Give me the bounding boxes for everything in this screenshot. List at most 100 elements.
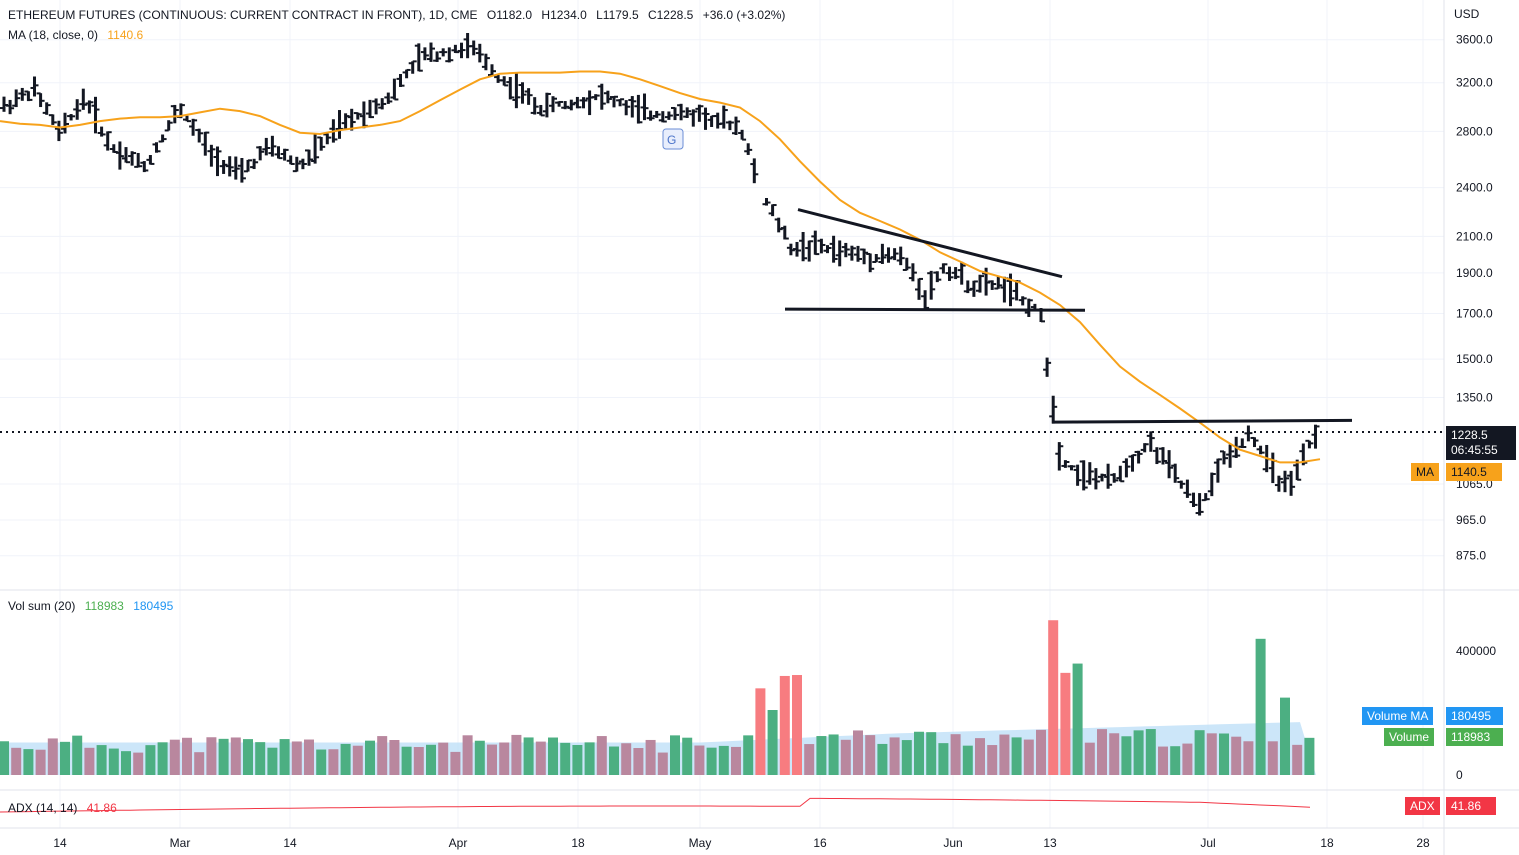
- price-bar: [799, 232, 808, 262]
- volume-legend[interactable]: Vol sum (20) 118983 180495: [8, 599, 179, 613]
- volume-bar: [438, 742, 449, 775]
- adx-tag-value: 41.86: [1446, 797, 1496, 815]
- price-bar: [36, 92, 45, 108]
- price-bar: [231, 156, 240, 180]
- price-bar: [305, 149, 313, 166]
- price-tick-label: 1900.0: [1456, 266, 1493, 280]
- price-bar: [1024, 298, 1033, 317]
- change-value: +36.0 (+3.02%): [702, 8, 786, 22]
- price-bars: [0, 32, 1320, 516]
- adx-tag-label: ADX: [1405, 797, 1440, 815]
- price-bar: [597, 83, 606, 110]
- price-bar: [908, 263, 917, 282]
- price-bar: [1281, 470, 1289, 493]
- ma-tag-value: 1140.5: [1446, 463, 1502, 481]
- price-tag-countdown: 06:45:55: [1451, 443, 1498, 457]
- trendline[interactable]: [1051, 418, 1353, 424]
- price-bar: [884, 247, 893, 263]
- volume-bar: [1292, 744, 1303, 775]
- price-bar: [152, 142, 161, 153]
- price-bar: [67, 114, 76, 121]
- volume-bar: [157, 742, 168, 775]
- ma-tag-label: MA: [1411, 463, 1439, 481]
- price-bar: [860, 248, 869, 265]
- volume-bar: [511, 734, 522, 775]
- main-legend[interactable]: ETHEREUM FUTURES (CONTINUOUS: CURRENT CO…: [8, 8, 791, 22]
- volume-bar: [962, 745, 973, 775]
- price-bar: [829, 235, 838, 263]
- volume-bar: [352, 745, 363, 775]
- price-bar: [768, 204, 777, 217]
- volume-bar: [804, 744, 815, 775]
- volume-bar: [389, 740, 400, 775]
- adx-legend[interactable]: ADX (14, 14) 41.86: [8, 801, 123, 815]
- price-bar: [915, 277, 923, 300]
- price-bar: [994, 275, 1003, 290]
- time-tick-label: 14: [53, 836, 67, 850]
- volume-bar: [1206, 733, 1217, 775]
- price-bar: [878, 243, 887, 264]
- price-bar: [451, 44, 460, 54]
- price-bar: [298, 158, 307, 170]
- price-bar: [317, 136, 326, 151]
- volume-bar: [987, 745, 998, 775]
- volume-bar: [950, 734, 961, 775]
- volume-bar: [121, 751, 131, 775]
- price-bar: [1220, 450, 1228, 465]
- volume-bar: [621, 743, 632, 775]
- price-bar: [603, 90, 612, 104]
- price-bar: [616, 98, 625, 107]
- price-bar: [628, 96, 637, 118]
- price-bar: [1189, 492, 1198, 507]
- price-bar: [811, 230, 820, 256]
- volume-value-1: 118983: [84, 599, 124, 613]
- price-bar: [817, 238, 826, 254]
- price-bar: [1305, 439, 1314, 449]
- price-bar: [890, 248, 899, 261]
- volume-bar: [1182, 743, 1193, 775]
- high-value: H1234.0: [541, 8, 587, 22]
- price-bar: [73, 99, 82, 120]
- ma-legend[interactable]: MA (18, close, 0) 1140.6: [8, 28, 149, 42]
- volume-bar: [1072, 663, 1083, 775]
- close-value: C1228.5: [647, 8, 694, 22]
- price-bar: [372, 98, 381, 115]
- volume-bar: [194, 752, 205, 775]
- volume-bar: [926, 732, 937, 775]
- price-bar: [54, 120, 63, 142]
- volume-bar: [1060, 672, 1071, 775]
- volume-bar: [328, 749, 339, 775]
- price-bar: [927, 270, 936, 300]
- price-bar: [591, 94, 600, 101]
- price-bar: [1140, 443, 1149, 453]
- price-bar: [988, 280, 997, 290]
- price-bar: [976, 274, 984, 293]
- price-bar: [201, 131, 210, 156]
- price-bar: [744, 143, 753, 155]
- price-tick-label: 1500.0: [1456, 352, 1493, 366]
- price-bar: [1079, 460, 1088, 491]
- time-axis[interactable]: 14 Mar 14 Apr 18 May 16 Jun 13 Jul 18 28: [53, 836, 1430, 850]
- price-bar: [969, 280, 978, 297]
- trendlines[interactable]: [784, 208, 1353, 424]
- time-tick-label: 14: [283, 836, 297, 850]
- volume-tick-label: 400000: [1456, 644, 1496, 658]
- translate-icon[interactable]: G: [662, 128, 684, 150]
- volume-axis[interactable]: 400000 0: [1456, 644, 1496, 782]
- volume-bar: [96, 745, 107, 775]
- volume-bar: [499, 742, 510, 775]
- price-axis[interactable]: 3600.0 3200.0 2800.0 2400.0 2100.0 1900.0 1700…: [1456, 33, 1493, 563]
- price-bar: [555, 100, 564, 107]
- trendline[interactable]: [797, 208, 1063, 279]
- volume-bar: [853, 730, 863, 775]
- volume-bar: [865, 735, 876, 775]
- price-bar: [12, 89, 21, 108]
- trendline[interactable]: [784, 307, 1086, 312]
- price-bar: [427, 42, 435, 62]
- price-bar: [1043, 357, 1052, 377]
- volume-bar: [718, 745, 729, 775]
- volume-bar: [230, 737, 241, 775]
- price-tick-label: 965.0: [1456, 513, 1486, 527]
- price-bar: [280, 148, 289, 161]
